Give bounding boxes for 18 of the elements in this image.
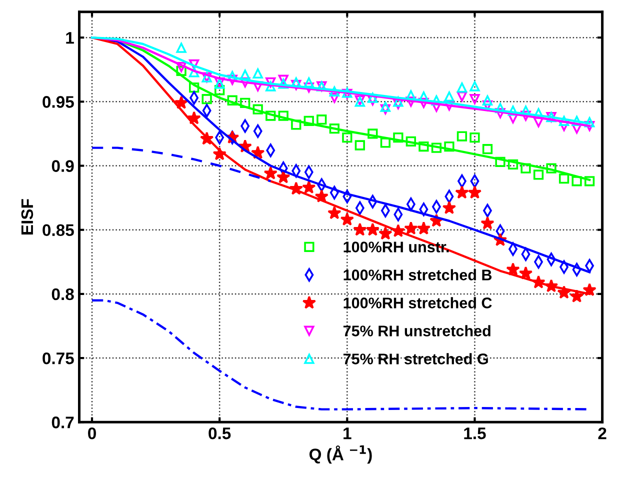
y-tick-label: 0.7 (52, 416, 74, 428)
y-tick-label: 0.75 (42, 352, 74, 364)
legend-label: 75% RH stretched G (343, 353, 488, 364)
y-tick-label: 0.95 (42, 96, 74, 108)
y-tick-label: 0.85 (42, 224, 74, 236)
y-tick-label: 0.8 (52, 288, 74, 300)
x-tick-label: 1 (344, 428, 352, 440)
x-axis-title: Q (Å $^{−1}$) (309, 445, 372, 464)
legend-label: 75% RH unstretched (343, 325, 490, 336)
y-tick-label: 1 (66, 32, 74, 44)
y-tick-label: 0.9 (52, 160, 74, 172)
x-tick-label: 0 (88, 427, 96, 440)
legend-label: 100%RH stretched C (344, 297, 492, 308)
x-tick-label: 0.5 (208, 427, 231, 440)
legend-label: 100%RH stretched B (344, 269, 492, 280)
x-tick-label: 1.5 (464, 428, 486, 440)
x-tick-label: 2 (598, 427, 606, 440)
y-axis-title: EISF (21, 199, 34, 234)
